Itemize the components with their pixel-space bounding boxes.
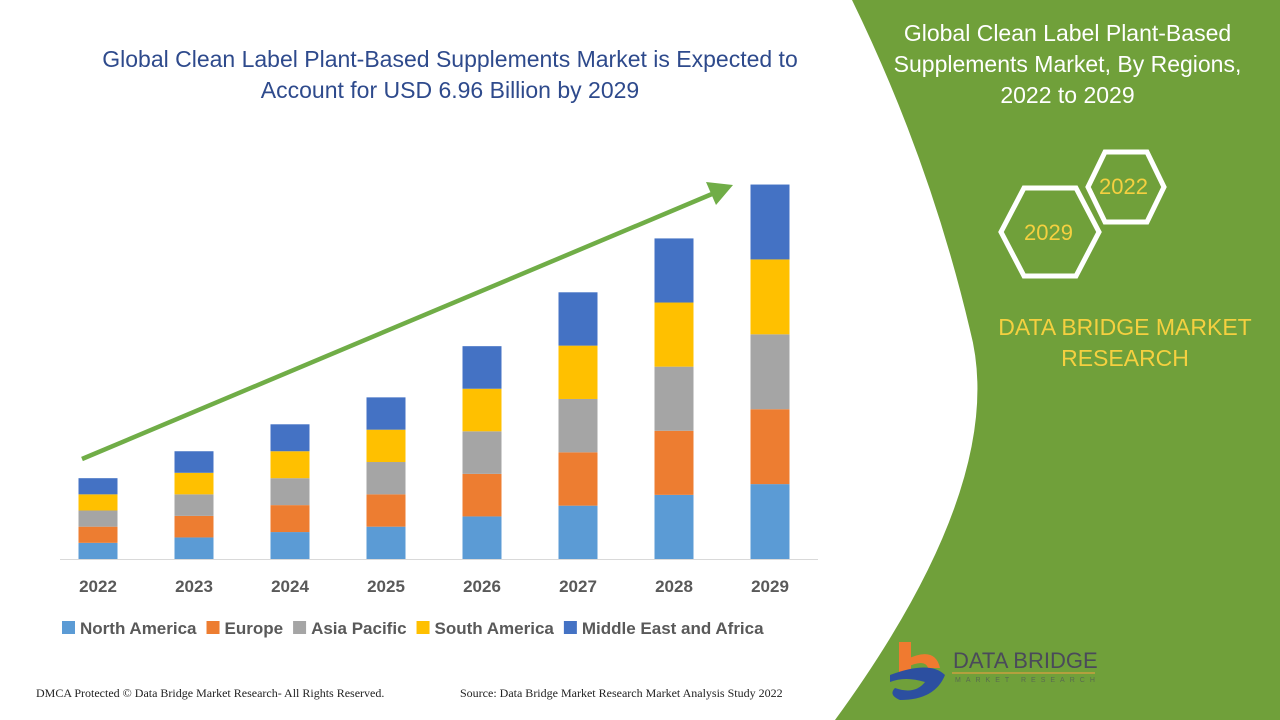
bar-segment-south-america-2024 [270, 451, 310, 479]
bar-segment-north-america-2025 [366, 526, 406, 559]
legend-label: Europe [225, 619, 284, 638]
hexagon-2022 [1085, 149, 1167, 225]
bar-segment-north-america-2023 [174, 537, 214, 559]
hexagon-2029 [998, 185, 1102, 279]
trend-arrow [81, 182, 733, 462]
bar-segment-middle-east-and-africa-2025 [366, 397, 406, 430]
legend-swatch [563, 621, 577, 634]
bar-segment-south-america-2022 [78, 494, 118, 511]
bar-segment-south-america-2025 [366, 429, 406, 463]
x-tick-label: 2028 [655, 577, 693, 596]
bar-segment-south-america-2026 [462, 388, 502, 432]
bar-segment-europe-2023 [174, 515, 214, 538]
legend-label: Asia Pacific [311, 619, 406, 638]
bar-segment-europe-2028 [654, 430, 694, 495]
legend-label: South America [435, 619, 555, 638]
bar-segment-europe-2026 [462, 473, 502, 517]
bar-segment-north-america-2026 [462, 516, 502, 559]
bar-segment-north-america-2027 [558, 505, 598, 559]
bar-segment-south-america-2027 [558, 345, 598, 399]
bar-segment-middle-east-and-africa-2022 [78, 478, 118, 495]
legend-label: Middle East and Africa [582, 619, 764, 638]
x-tick-label: 2024 [271, 577, 309, 596]
bar-segment-asia-pacific-2025 [366, 462, 406, 495]
logo-name: DATA BRIDGE [953, 648, 1098, 673]
bar-segment-europe-2022 [78, 526, 118, 543]
logo-mark [890, 642, 945, 700]
bar-segment-asia-pacific-2027 [558, 398, 598, 453]
bar-segment-asia-pacific-2023 [174, 494, 214, 516]
legend-swatch [416, 621, 430, 634]
bar-segment-europe-2024 [270, 505, 310, 533]
bar-segment-middle-east-and-africa-2027 [558, 292, 598, 346]
legend-label: North America [80, 619, 197, 638]
brand-text: DATA BRIDGE MARKET RESEARCH [998, 314, 1252, 371]
bar-segment-asia-pacific-2024 [270, 478, 310, 506]
bar-segment-south-america-2023 [174, 472, 214, 495]
bar-segment-middle-east-and-africa-2023 [174, 451, 214, 473]
x-tick-label: 2025 [367, 577, 405, 596]
bar-segment-north-america-2029 [750, 484, 790, 559]
x-tick-label: 2026 [463, 577, 501, 596]
bar-segment-south-america-2029 [750, 259, 790, 335]
bar-segment-asia-pacific-2028 [654, 366, 694, 431]
bar-segment-north-america-2022 [78, 542, 118, 559]
x-tick-label: 2022 [79, 577, 117, 596]
chart-title: Global Clean Label Plant-Based Supplemen… [102, 46, 798, 103]
bar-segment-asia-pacific-2022 [78, 510, 118, 527]
bar-segment-asia-pacific-2026 [462, 431, 502, 474]
bar-segment-asia-pacific-2029 [750, 334, 790, 410]
hex-label-2022: 2022 [1099, 174, 1148, 199]
legend-swatch [62, 621, 75, 634]
bar-segment-south-america-2028 [654, 302, 694, 367]
green-side-panel [835, 0, 1280, 720]
legend-swatch [206, 621, 220, 634]
logo-subtitle: MARKET RESEARCH [955, 677, 1100, 684]
panel-title: Global Clean Label Plant-Based Supplemen… [893, 20, 1242, 108]
bar-segment-europe-2029 [750, 409, 790, 485]
hex-label-2029: 2029 [1024, 220, 1073, 245]
bar-segment-north-america-2024 [270, 532, 310, 559]
legend-swatch [293, 621, 307, 634]
bar-segment-middle-east-and-africa-2029 [750, 184, 790, 260]
bar-segment-middle-east-and-africa-2026 [462, 346, 502, 389]
x-tick-label: 2023 [175, 577, 213, 596]
x-tick-label: 2029 [751, 577, 789, 596]
footer-copyright: DMCA Protected © Data Bridge Market Rese… [36, 686, 385, 700]
bar-segment-middle-east-and-africa-2028 [654, 238, 694, 303]
bar-segment-north-america-2028 [654, 494, 694, 559]
bar-segment-europe-2027 [558, 452, 598, 506]
footer-source: Source: Data Bridge Market Research Mark… [460, 686, 783, 700]
x-tick-label: 2027 [559, 577, 597, 596]
bar-segment-europe-2025 [366, 494, 406, 527]
bar-segment-middle-east-and-africa-2024 [270, 424, 310, 452]
